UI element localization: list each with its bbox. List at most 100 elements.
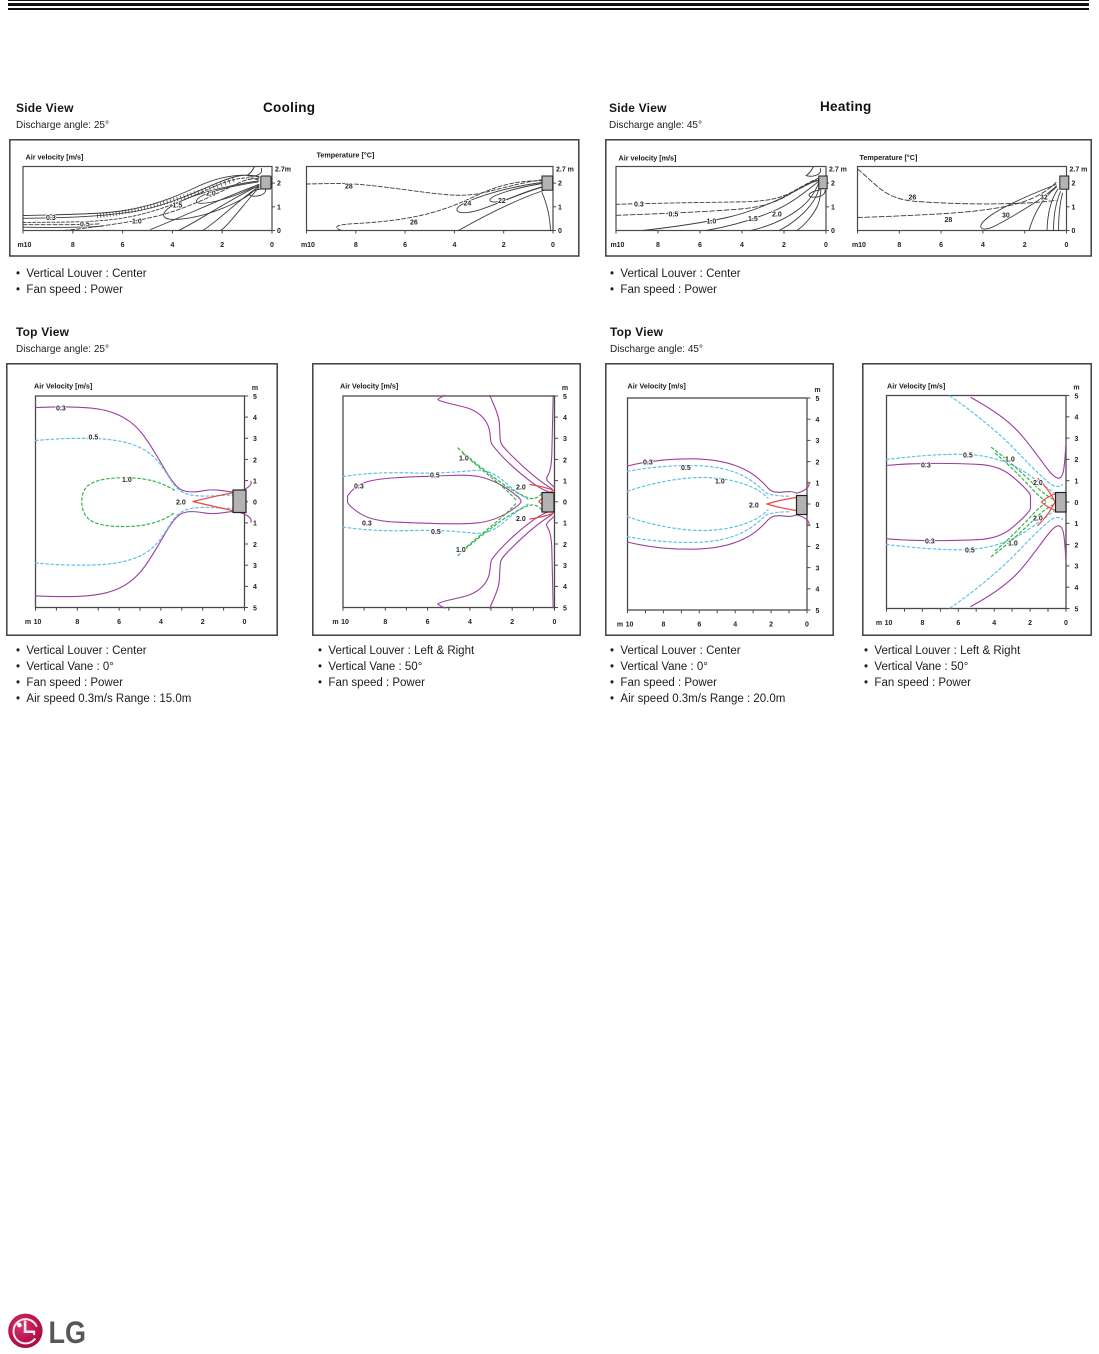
- svg-text:1: 1: [1075, 479, 1079, 486]
- svg-text:2: 2: [563, 542, 567, 549]
- svg-text:5: 5: [1075, 393, 1079, 400]
- svg-text:m: m: [617, 622, 623, 629]
- svg-text:2.7 m: 2.7 m: [829, 167, 847, 174]
- svg-text:2.7m: 2.7m: [275, 167, 291, 174]
- svg-text:2: 2: [201, 619, 205, 626]
- svg-text:5: 5: [563, 394, 567, 401]
- svg-text:Temperature [°C]: Temperature [°C]: [860, 153, 918, 162]
- svg-text:1: 1: [1075, 521, 1079, 528]
- svg-text:m: m: [611, 242, 617, 249]
- svg-text:1.0: 1.0: [707, 219, 717, 226]
- svg-text:10: 10: [34, 619, 42, 626]
- svg-text:8: 8: [656, 242, 660, 249]
- svg-text:0.3: 0.3: [643, 460, 653, 467]
- svg-text:6: 6: [939, 242, 943, 249]
- svg-text:1.5: 1.5: [172, 203, 182, 210]
- svg-text:3: 3: [253, 436, 257, 443]
- svg-text:3: 3: [1075, 436, 1079, 443]
- svg-text:2: 2: [831, 181, 835, 188]
- svg-text:2: 2: [220, 242, 224, 249]
- svg-text:2.0: 2.0: [749, 503, 759, 510]
- svg-text:2: 2: [501, 242, 505, 249]
- svg-text:4: 4: [170, 242, 174, 249]
- svg-text:10: 10: [617, 242, 625, 249]
- svg-text:0: 0: [831, 228, 835, 235]
- svg-text:1: 1: [277, 204, 281, 211]
- svg-text:1: 1: [816, 523, 820, 530]
- svg-text:2.7 m: 2.7 m: [556, 167, 574, 174]
- svg-text:1.0: 1.0: [715, 479, 725, 486]
- svg-text:2.0: 2.0: [206, 191, 216, 198]
- svg-text:0: 0: [277, 228, 281, 235]
- svg-text:2: 2: [277, 181, 281, 188]
- svg-text:Air velocity [m/s]: Air velocity [m/s]: [619, 154, 677, 163]
- svg-text:2.0: 2.0: [176, 500, 186, 507]
- svg-text:0: 0: [551, 242, 555, 249]
- svg-text:m: m: [852, 242, 858, 249]
- svg-text:m: m: [25, 619, 31, 626]
- svg-text:0.3: 0.3: [925, 539, 935, 546]
- svg-text:0: 0: [824, 242, 828, 249]
- svg-text:2: 2: [253, 457, 257, 464]
- svg-text:2: 2: [1028, 620, 1032, 627]
- svg-text:4: 4: [816, 587, 820, 594]
- svg-text:Air Velocity [m/s]: Air Velocity [m/s]: [628, 382, 686, 391]
- svg-text:0: 0: [1064, 620, 1068, 627]
- svg-text:6: 6: [403, 242, 407, 249]
- svg-text:0.5: 0.5: [430, 473, 440, 480]
- svg-text:0.5: 0.5: [681, 465, 691, 472]
- svg-text:6: 6: [697, 622, 701, 629]
- svg-text:8: 8: [70, 242, 74, 249]
- svg-text:8: 8: [75, 619, 79, 626]
- svg-text:4: 4: [992, 620, 996, 627]
- svg-text:0.3: 0.3: [634, 202, 644, 209]
- svg-text:0: 0: [558, 228, 562, 235]
- svg-text:8: 8: [920, 620, 924, 627]
- svg-text:3: 3: [563, 563, 567, 570]
- svg-text:1: 1: [816, 481, 820, 488]
- svg-text:5: 5: [563, 605, 567, 612]
- svg-text:6: 6: [956, 620, 960, 627]
- svg-text:8: 8: [353, 242, 357, 249]
- svg-text:2: 2: [558, 181, 562, 188]
- svg-text:5: 5: [1075, 606, 1079, 613]
- svg-text:0.5: 0.5: [89, 435, 99, 442]
- svg-text:0: 0: [1065, 242, 1069, 249]
- svg-text:0.3: 0.3: [46, 215, 56, 222]
- svg-text:1.0: 1.0: [459, 456, 469, 463]
- svg-text:6: 6: [117, 619, 121, 626]
- svg-text:4: 4: [816, 417, 820, 424]
- svg-text:26: 26: [909, 195, 917, 202]
- svg-text:28: 28: [345, 184, 353, 191]
- svg-text:1.0: 1.0: [1008, 541, 1018, 548]
- svg-text:m: m: [301, 242, 307, 249]
- svg-text:2: 2: [1075, 457, 1079, 464]
- svg-text:Air velocity [m/s]: Air velocity [m/s]: [25, 153, 83, 162]
- svg-text:0: 0: [1072, 228, 1076, 235]
- svg-text:10: 10: [626, 622, 634, 629]
- svg-text:2: 2: [782, 242, 786, 249]
- svg-text:10: 10: [307, 242, 315, 249]
- svg-text:0.3: 0.3: [362, 521, 372, 528]
- svg-text:m: m: [1073, 385, 1079, 392]
- svg-text:10: 10: [23, 242, 31, 249]
- svg-text:m: m: [814, 387, 820, 394]
- svg-text:5: 5: [816, 396, 820, 403]
- svg-text:6: 6: [698, 242, 702, 249]
- svg-text:2: 2: [510, 619, 514, 626]
- svg-text:4: 4: [563, 584, 567, 591]
- svg-text:4: 4: [253, 415, 257, 422]
- svg-text:4: 4: [452, 242, 456, 249]
- svg-text:2: 2: [1075, 542, 1079, 549]
- svg-text:m: m: [252, 385, 258, 392]
- svg-text:2.0: 2.0: [516, 485, 526, 492]
- svg-text:2: 2: [1072, 181, 1076, 188]
- svg-text:3: 3: [253, 563, 257, 570]
- svg-text:8: 8: [661, 622, 665, 629]
- svg-text:4: 4: [1075, 415, 1079, 422]
- svg-text:3: 3: [563, 436, 567, 443]
- svg-text:1.5: 1.5: [748, 216, 758, 223]
- svg-text:Air Velocity [m/s]: Air Velocity [m/s]: [340, 382, 398, 391]
- svg-text:2: 2: [1023, 242, 1027, 249]
- svg-text:0.5: 0.5: [963, 453, 973, 460]
